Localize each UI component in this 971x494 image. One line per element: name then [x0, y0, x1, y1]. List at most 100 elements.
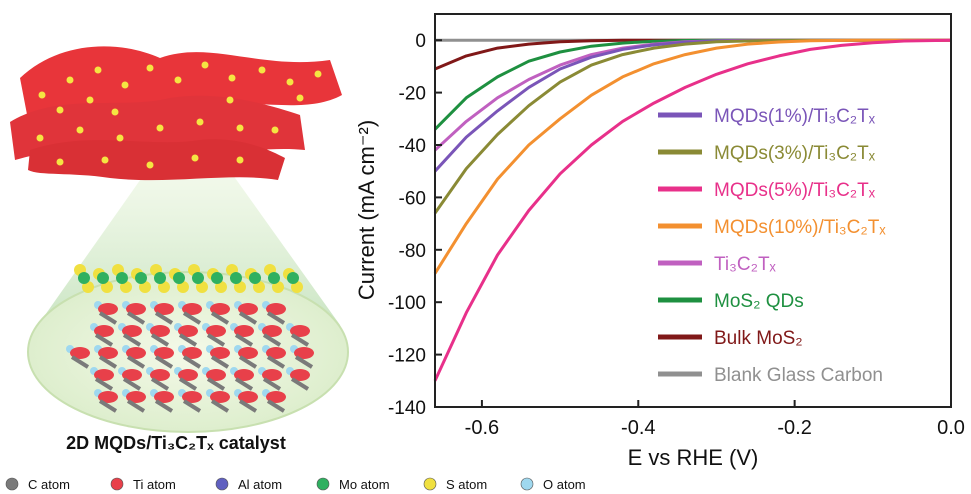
ti-atom — [94, 369, 114, 381]
chart: -0.6 -0.4 -0.2 0.0 0 -20 -40 -60 -80 -100 -120 -140… — [354, 13, 965, 470]
ti-atom — [94, 325, 114, 337]
atom-label: O atom — [543, 477, 586, 492]
ti-atom — [178, 369, 198, 381]
legend-label: Bulk MoS₂ — [714, 328, 803, 349]
mo-atom — [230, 272, 242, 284]
c-bond — [98, 399, 118, 413]
s-atom — [253, 281, 265, 293]
atom-swatch — [5, 477, 19, 491]
legend-label: MQDs(5%)/Ti₃C₂Tₓ — [714, 180, 876, 201]
y-tick-label: 0 — [415, 31, 426, 52]
c-bond — [238, 355, 258, 369]
y-tick-label: -100 — [388, 293, 426, 314]
mo-atom — [211, 272, 223, 284]
s-atom — [82, 281, 94, 293]
c-bond — [210, 311, 230, 325]
c-bond — [266, 311, 286, 325]
ti-atom — [126, 303, 146, 315]
c-bond — [206, 333, 226, 347]
ti-atom — [98, 303, 118, 315]
ti-atom — [150, 369, 170, 381]
mo-atom — [116, 272, 128, 284]
s-atom — [177, 281, 189, 293]
mo-atom — [268, 272, 280, 284]
c-bond — [126, 311, 146, 325]
c-bond — [210, 355, 230, 369]
legend-label: MQDs(10%)/Ti₃C₂Tₓ — [714, 217, 886, 238]
c-bond — [262, 333, 282, 347]
illustration-caption: 2D MQDs/Ti₃C₂Tₓ catalyst — [66, 433, 286, 453]
c-bond — [182, 311, 202, 325]
ti-atom — [210, 303, 230, 315]
series-line — [433, 38, 951, 214]
plot-frame — [434, 13, 952, 408]
ti-atom — [262, 325, 282, 337]
c-bond — [122, 333, 142, 347]
ti-atom — [266, 303, 286, 315]
y-tick-label: -120 — [388, 346, 426, 367]
c-bond — [126, 399, 146, 413]
ti-atom — [290, 325, 310, 337]
c-bond — [94, 377, 114, 391]
s-atom — [291, 281, 303, 293]
c-bond — [94, 333, 114, 347]
y-axis-label: Current (mA cm⁻²) — [354, 120, 379, 300]
ti-atom — [294, 347, 314, 359]
c-bond — [178, 377, 198, 391]
axis-ticks: -0.6 -0.4 -0.2 0.0 0 -20 -40 -60 -80 -100 -120 -140 — [388, 31, 965, 439]
c-bond — [266, 399, 286, 413]
ti-atom — [98, 391, 118, 403]
c-bond — [238, 311, 258, 325]
atom-label: Al atom — [238, 477, 282, 492]
ti-atom — [210, 391, 230, 403]
c-bond — [126, 355, 146, 369]
mo-atom — [287, 272, 299, 284]
atom-label: Ti atom — [133, 477, 176, 492]
ti-atom — [206, 369, 226, 381]
atom-label: Mo atom — [339, 477, 390, 492]
c-bond — [262, 377, 282, 391]
mo-atom — [249, 272, 261, 284]
quantum-dots — [36, 61, 322, 169]
ti-atom — [150, 325, 170, 337]
series-layer — [433, 38, 952, 382]
atom-swatch — [423, 477, 437, 491]
ti-atom — [182, 391, 202, 403]
atom-swatch — [215, 477, 229, 491]
atomic-lattice — [66, 264, 314, 413]
ti-atom — [234, 369, 254, 381]
c-bond — [178, 333, 198, 347]
c-bond — [234, 377, 254, 391]
legend-label: MQDs(3%)/Ti₃C₂Tₓ — [714, 143, 876, 164]
x-tick-label: -0.2 — [777, 417, 811, 439]
nanosheet-bottom — [28, 139, 285, 181]
s-atom — [234, 281, 246, 293]
ti-atom — [262, 369, 282, 381]
c-bond — [234, 333, 254, 347]
s-atom — [120, 281, 132, 293]
y-tick-label: -140 — [388, 398, 426, 419]
chart-legend: MQDs(1%)/Ti₃C₂Tₓ MQDs(3%)/Ti₃C₂Tₓ MQDs(5%)… — [658, 106, 886, 386]
c-bond — [154, 399, 174, 413]
ti-atom — [182, 303, 202, 315]
y-tick-label: -40 — [399, 136, 426, 157]
c-bond — [290, 377, 310, 391]
c-bond — [150, 377, 170, 391]
ti-atom — [238, 303, 258, 315]
ti-atom — [266, 347, 286, 359]
ti-atom — [266, 391, 286, 403]
ti-atom — [234, 325, 254, 337]
atom-legend: C atom Ti atom Al atom Mo atom S atom O atom — [5, 477, 586, 492]
x-axis-label: E vs RHE (V) — [628, 445, 759, 470]
c-bond — [210, 399, 230, 413]
ti-atom — [182, 347, 202, 359]
series-line — [433, 38, 952, 382]
ti-atom — [154, 303, 174, 315]
c-bond — [70, 355, 90, 369]
c-bond — [290, 333, 310, 347]
s-atom — [272, 281, 284, 293]
x-tick-label: 0.0 — [937, 417, 965, 439]
series-line — [433, 38, 951, 275]
ti-atom — [210, 347, 230, 359]
mo-atom — [135, 272, 147, 284]
